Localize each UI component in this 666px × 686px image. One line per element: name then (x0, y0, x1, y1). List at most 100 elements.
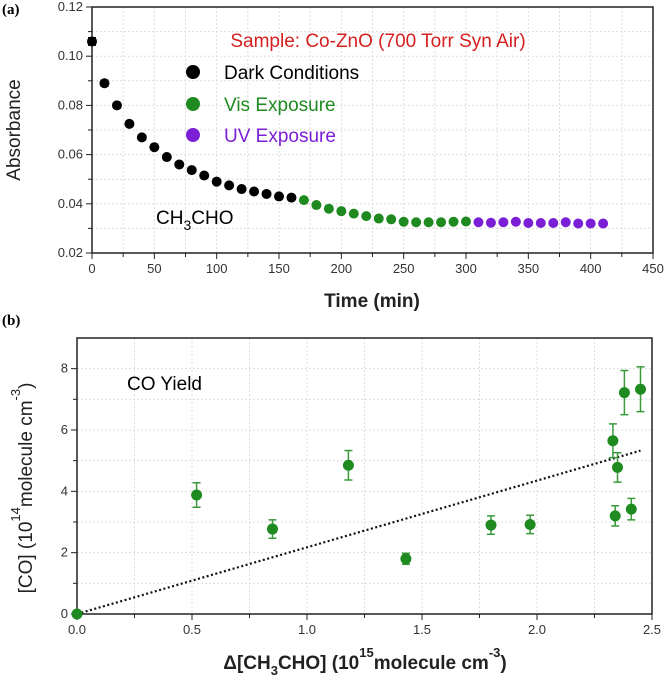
data-point (311, 200, 322, 211)
x-tick-label: 1.0 (298, 622, 316, 637)
data-point (607, 435, 619, 447)
data-point (535, 217, 546, 228)
legend-marker-uv (186, 128, 200, 142)
data-point (498, 217, 509, 228)
data-point (373, 213, 384, 224)
data-point (211, 176, 222, 187)
data-point (261, 188, 272, 199)
data-point (400, 553, 412, 565)
x-tick-label: 0.0 (68, 622, 86, 637)
x-tick-label: 100 (206, 261, 228, 276)
data-point (236, 184, 247, 195)
data-point (323, 203, 334, 214)
y-tick-label: 0.06 (58, 147, 83, 162)
y-tick-label: 2 (61, 545, 68, 560)
data-point (411, 217, 422, 228)
x-tick-label: 50 (147, 261, 161, 276)
data-point (473, 217, 484, 228)
x-tick-label: 1.5 (413, 622, 431, 637)
data-point (274, 191, 284, 202)
data-point (199, 170, 210, 181)
x-tick-label: 300 (455, 261, 477, 276)
data-point (436, 217, 447, 228)
data-point (598, 218, 609, 229)
y-axis-label-b: [CO] (1014molecule cm-3) (8, 383, 37, 594)
y-tick-label: 0.12 (58, 0, 83, 14)
data-point (267, 523, 278, 535)
x-tick-label: 0.5 (183, 622, 201, 637)
data-point (609, 510, 621, 522)
panel-label-b: (b) (2, 313, 20, 329)
data-point (548, 217, 559, 228)
data-point (342, 459, 354, 471)
data-point (249, 186, 260, 197)
data-point (485, 519, 497, 531)
x-tick-label: 2.0 (528, 622, 546, 637)
data-point (136, 132, 147, 143)
x-tick-label: 2.5 (643, 622, 661, 637)
y-tick-label: 4 (61, 483, 68, 498)
x-tick-label: 0 (88, 261, 95, 276)
legend-label-uv: UV Exposure (224, 126, 336, 147)
x-axis-label-b: Δ[CH3CHO] (1015molecule cm-3) (223, 645, 506, 678)
data-point (398, 216, 409, 227)
data-point (560, 217, 571, 228)
legend-marker-dark (186, 65, 200, 79)
x-tick-label: 450 (642, 261, 664, 276)
data-point (361, 211, 372, 222)
data-point (336, 206, 347, 217)
y-tick-label: 6 (61, 422, 68, 437)
data-point (510, 216, 521, 227)
chart-b: 0.0 0.5 1.0 1.5 2.0 2.5 0 2 4 6 8 (61, 337, 661, 637)
y-tick-label: 0 (61, 606, 68, 621)
fit-line (76, 449, 641, 616)
data-point (618, 387, 630, 399)
data-point (186, 165, 197, 176)
y-tick-label: 0.10 (58, 48, 83, 63)
x-tick-label: 400 (580, 261, 602, 276)
data-point (386, 214, 397, 225)
data-point (625, 503, 637, 515)
data-point (174, 159, 185, 170)
data-point (585, 218, 596, 229)
panel-label-a: (a) (2, 2, 20, 18)
x-tick-label: 350 (517, 261, 539, 276)
annotation-ch3cho: CH3CHO (156, 208, 233, 233)
data-point (298, 195, 309, 206)
chart-a: 0 50 100 150 200 250 300 350 400 450 0.02 0.04 0.06 0… (58, 0, 664, 276)
data-point (149, 142, 160, 153)
data-point (524, 518, 536, 530)
y-tick-label: 8 (61, 361, 68, 376)
x-tick-label: 250 (393, 261, 415, 276)
data-point (191, 489, 203, 501)
data-point (423, 217, 434, 228)
annotation-co-yield: CO Yield (127, 374, 202, 395)
legend-marker-vis (186, 97, 200, 111)
data-point (612, 461, 623, 473)
data-point (111, 100, 122, 111)
data-point (348, 208, 359, 219)
y-tick-label: 0.08 (58, 97, 83, 112)
data-point (635, 383, 646, 395)
data-point (523, 217, 534, 228)
data-point (286, 192, 297, 203)
data-point (461, 216, 471, 227)
legend: Dark Conditions Vis Exposure UV Exposure (186, 63, 359, 147)
data-point (161, 152, 172, 163)
chart-a-title: Sample: Co-ZnO (700 Torr Syn Air) (230, 31, 525, 52)
data-point (485, 217, 496, 228)
x-tick-label: 200 (330, 261, 352, 276)
data-point (71, 608, 83, 620)
data-point (124, 118, 135, 129)
y-tick-label: 0.02 (58, 245, 83, 260)
x-tick-label: 150 (268, 261, 290, 276)
legend-label-vis: Vis Exposure (224, 95, 336, 116)
y-axis-label-a: Absorbance (4, 79, 25, 180)
y-tick-label: 0.04 (58, 196, 83, 211)
legend-label-dark: Dark Conditions (224, 63, 359, 84)
data-point (448, 216, 459, 227)
data-point (224, 180, 235, 191)
data-point (573, 218, 584, 229)
data-point (99, 78, 110, 89)
